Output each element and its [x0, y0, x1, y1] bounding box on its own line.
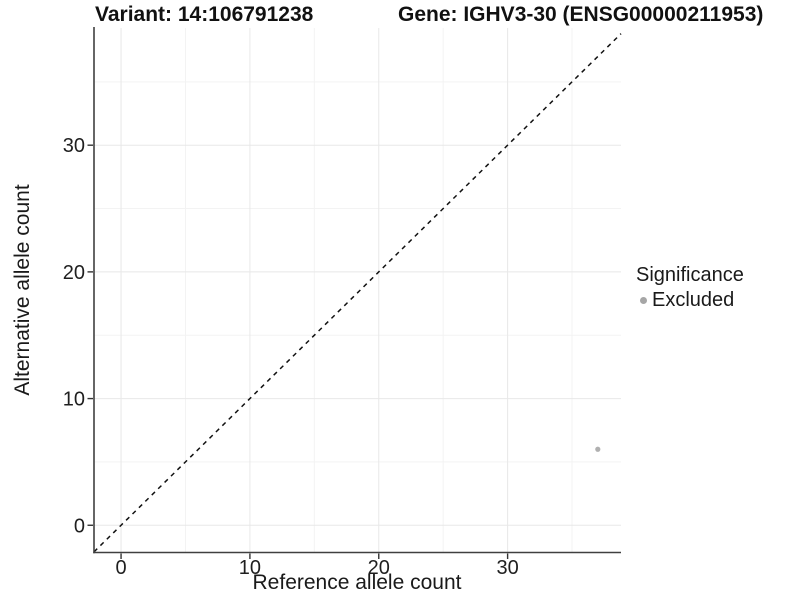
plot-panel	[94, 28, 621, 553]
y-axis-title: Alternative allele count	[11, 184, 34, 395]
axes: 0 10 20 30 0 10 20 30	[63, 27, 621, 579]
y-tick-label: 20	[63, 262, 85, 284]
legend-item-excluded: Excluded	[636, 288, 744, 312]
variant-title: Variant: 14:106791238	[95, 3, 314, 26]
identity-line	[93, 33, 622, 553]
gene-title: Gene: IGHV3-30 (ENSG00000211953)	[398, 3, 764, 26]
data-layer	[93, 33, 622, 553]
legend-item-label: Excluded	[652, 289, 735, 311]
data-point	[595, 446, 601, 452]
x-tick-label: 30	[496, 557, 518, 579]
y-tick-label: 30	[63, 135, 85, 157]
gridlines	[94, 28, 621, 553]
y-tick-label: 0	[74, 515, 85, 537]
legend-title: Significance	[636, 264, 744, 286]
panel-background	[94, 28, 621, 553]
x-tick-label: 0	[115, 557, 126, 579]
legend-key-dot	[640, 296, 647, 304]
x-tick-label: 20	[368, 557, 390, 579]
legend: Significance Excluded	[636, 262, 744, 312]
x-axis-title: Reference allele count	[253, 571, 462, 594]
x-tick-label: 10	[239, 557, 261, 579]
y-tick-label: 10	[63, 389, 85, 411]
